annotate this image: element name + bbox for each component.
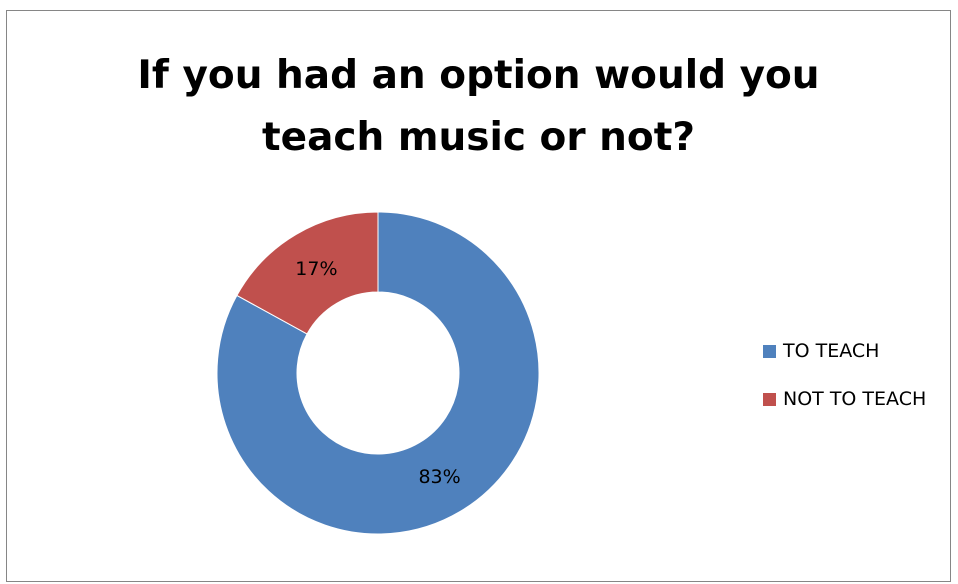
legend-swatch-not-to-teach: [763, 392, 776, 406]
legend-item-to-teach: TO TEACH: [763, 339, 926, 363]
doughnut-slice-to-teach: [216, 211, 540, 535]
data-label-to-teach: 83%: [418, 466, 460, 488]
legend-label-to-teach: TO TEACH: [783, 340, 880, 362]
doughnut-plot: 83% 17%: [216, 211, 540, 535]
data-label-not-to-teach: 17%: [295, 258, 337, 280]
legend-label-not-to-teach: NOT TO TEACH: [783, 388, 927, 410]
chart-area: If you had an option would you teach mus…: [6, 10, 951, 582]
doughnut-slice-not-to-teach: [236, 211, 379, 335]
legend-swatch-to-teach: [763, 344, 776, 358]
chart-title: If you had an option would you teach mus…: [137, 53, 820, 160]
legend: TO TEACH NOT TO TEACH: [763, 339, 926, 435]
legend-item-not-to-teach: NOT TO TEACH: [763, 387, 926, 411]
